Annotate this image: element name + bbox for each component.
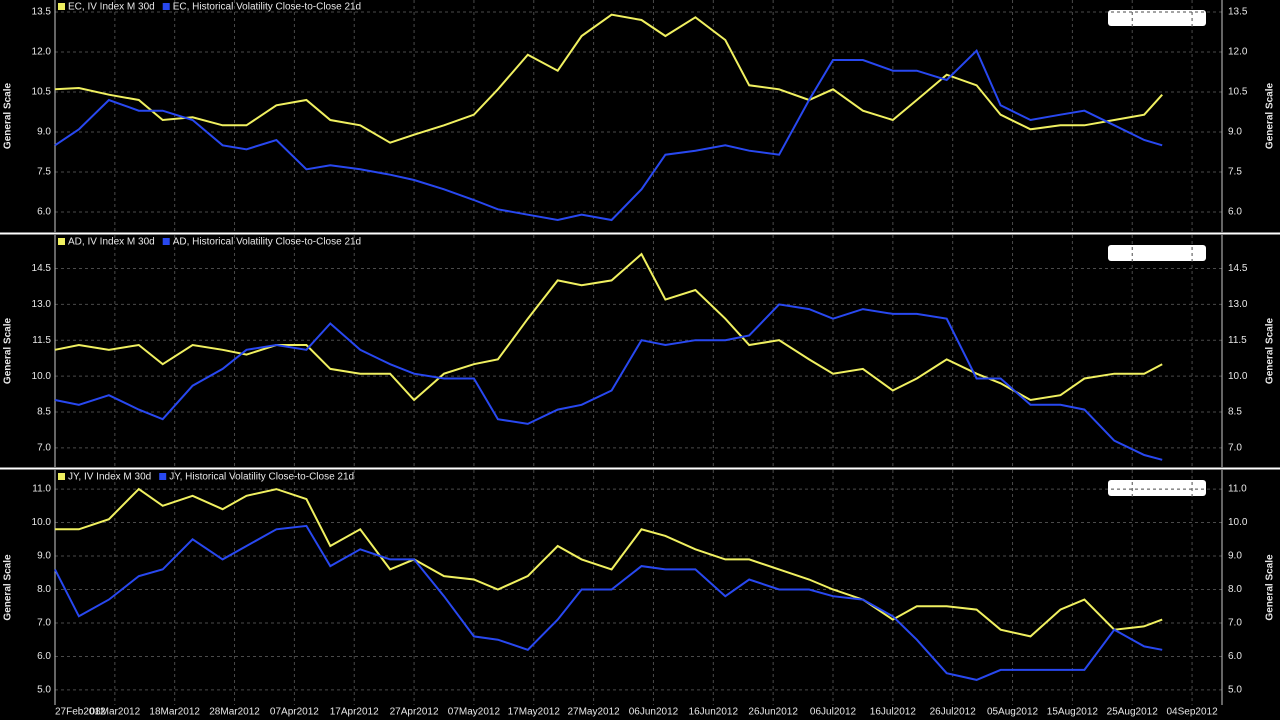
x-tick-label: 28Mar2012 [209, 707, 260, 718]
series-line [54, 524, 1163, 681]
y-tick-label: 11.5 [32, 335, 51, 346]
x-tick-label: 16Jul2012 [870, 707, 917, 718]
y-tick-label: 13.5 [32, 7, 52, 18]
y2-tick-label: 7.5 [1228, 167, 1242, 178]
y-tick-label: 13.0 [32, 299, 52, 310]
series-line [55, 487, 1163, 638]
y2-tick-label: 10.0 [1228, 517, 1248, 528]
y-tick-label: 9.0 [37, 551, 51, 562]
x-tick-label: 06Jul2012 [810, 707, 857, 718]
y2-tick-label: 8.0 [1228, 584, 1242, 595]
y-tick-label: 11.0 [32, 484, 51, 495]
y2-tick-label: 6.0 [1228, 207, 1242, 218]
y2-tick-label: 12.0 [1228, 47, 1248, 58]
y2-tick-label: 14.5 [1228, 263, 1248, 274]
y-tick-label: 9.0 [37, 127, 51, 138]
y-tick-label: 7.0 [37, 618, 51, 629]
y-tick-label: 6.0 [37, 207, 51, 218]
y-tick-label: 10.5 [32, 87, 52, 98]
y2-tick-label: 11.0 [1228, 484, 1247, 495]
legend-label: JY, IV Index M 30d [68, 472, 151, 483]
y2-tick-label: 6.0 [1228, 651, 1242, 662]
y-axis-label: General Scale [3, 554, 14, 621]
badge [1108, 245, 1206, 261]
legend-swatch [58, 3, 65, 10]
y2-tick-label: 11.5 [1228, 335, 1247, 346]
y2-axis-label: General Scale [1265, 82, 1276, 149]
legend-swatch [58, 473, 65, 480]
x-tick-label: 16Jun2012 [689, 707, 739, 718]
y-axis-label: General Scale [3, 82, 14, 149]
y-tick-label: 8.0 [37, 584, 51, 595]
y2-tick-label: 9.0 [1228, 127, 1242, 138]
x-tick-label: 08Mar2012 [90, 707, 141, 718]
y2-tick-label: 13.0 [1228, 299, 1248, 310]
legend-swatch [162, 3, 170, 10]
y-tick-label: 10.0 [32, 371, 52, 382]
legend-swatch [162, 238, 170, 245]
y-tick-label: 7.0 [37, 443, 51, 454]
legend-label: EC, Historical Volatility Close-to-Close… [173, 2, 361, 13]
y-tick-label: 6.0 [37, 651, 51, 662]
y-tick-label: 14.5 [32, 263, 52, 274]
x-tick-label: 06Jun2012 [629, 707, 679, 718]
y2-tick-label: 10.5 [1228, 87, 1248, 98]
y-axis-label: General Scale [3, 317, 14, 384]
series-line [54, 303, 1163, 461]
x-tick-label: 18Mar2012 [149, 707, 200, 718]
y-tick-label: 10.0 [32, 517, 52, 528]
y2-tick-label: 10.0 [1228, 371, 1248, 382]
y2-axis-label: General Scale [1265, 554, 1276, 621]
x-tick-label: 07May2012 [448, 707, 501, 718]
x-tick-label: 26Jun2012 [748, 707, 798, 718]
series-line [54, 13, 1163, 144]
x-tick-label: 27Feb2012 [55, 707, 106, 718]
x-tick-label: 17May2012 [508, 707, 561, 718]
legend-swatch [58, 238, 65, 245]
y2-tick-label: 9.0 [1228, 551, 1242, 562]
y2-axis-label: General Scale [1265, 317, 1276, 384]
x-tick-label: 26Jul2012 [930, 707, 977, 718]
y2-tick-label: 13.5 [1228, 7, 1248, 18]
y-tick-label: 12.0 [32, 47, 52, 58]
y2-tick-label: 8.5 [1228, 407, 1242, 418]
y-tick-label: 8.5 [37, 407, 51, 418]
x-tick-label: 04Sep2012 [1166, 707, 1218, 718]
legend-label: AD, Historical Volatility Close-to-Close… [173, 237, 361, 248]
x-tick-label: 17Apr2012 [330, 707, 379, 718]
y2-tick-label: 7.0 [1228, 618, 1242, 629]
y-tick-label: 5.0 [37, 685, 51, 696]
badge [1108, 480, 1206, 496]
legend-label: AD, IV Index M 30d [68, 237, 155, 248]
y2-tick-label: 7.0 [1228, 443, 1242, 454]
x-tick-label: 27May2012 [567, 707, 620, 718]
x-tick-label: 15Aug2012 [1047, 707, 1099, 718]
y-tick-label: 7.5 [37, 167, 51, 178]
legend-label: EC, IV Index M 30d [68, 2, 155, 13]
legend-label: JY, Historical Volatility Close-to-Close… [169, 472, 354, 483]
y2-tick-label: 5.0 [1228, 685, 1242, 696]
legend-swatch [159, 473, 167, 480]
x-tick-label: 27Apr2012 [390, 707, 439, 718]
series-line [54, 48, 1163, 222]
x-tick-label: 05Aug2012 [987, 707, 1039, 718]
series-line [54, 252, 1163, 402]
x-tick-label: 07Apr2012 [270, 707, 319, 718]
x-tick-label: 25Aug2012 [1107, 707, 1159, 718]
